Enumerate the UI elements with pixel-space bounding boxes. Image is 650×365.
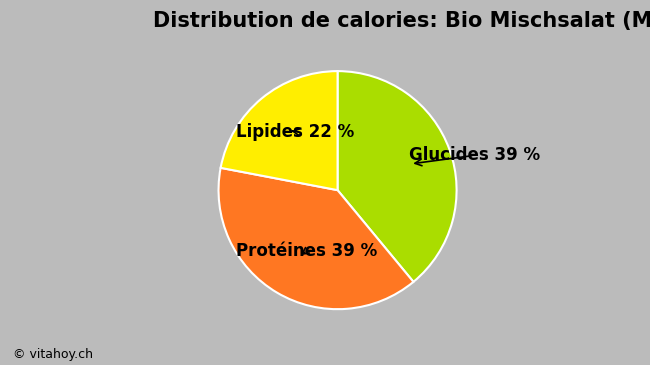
Wedge shape (218, 168, 413, 309)
Wedge shape (337, 71, 456, 282)
Text: Lipides 22 %: Lipides 22 % (237, 123, 355, 141)
Text: Protéines 39 %: Protéines 39 % (237, 242, 378, 260)
Wedge shape (220, 71, 337, 190)
Text: Glucides 39 %: Glucides 39 % (409, 146, 540, 166)
Text: Distribution de calories: Bio Mischsalat (Migros): Distribution de calories: Bio Mischsalat… (153, 11, 650, 31)
Text: © vitahoy.ch: © vitahoy.ch (13, 348, 93, 361)
